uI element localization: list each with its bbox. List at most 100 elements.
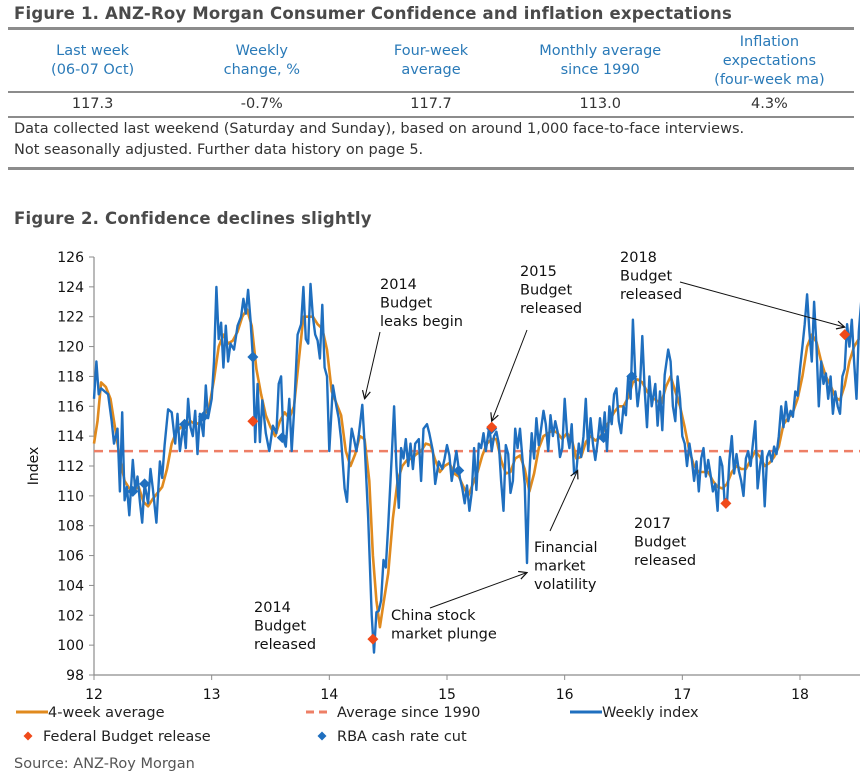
- y-tick-label: 98: [66, 668, 84, 684]
- annotation-text: China stock: [391, 608, 476, 624]
- x-tick-label: 18: [791, 687, 809, 703]
- annotation-text: released: [254, 637, 316, 653]
- annotation-china-stock-plunge: China stock market plunge: [391, 573, 527, 643]
- legend-item-four_week: 4-week average: [16, 705, 165, 721]
- x-tick-label: 14: [320, 687, 338, 703]
- rba-cash-rate-cut-marker: [139, 478, 151, 490]
- annotation-text: market: [534, 559, 586, 575]
- annotation-text: market plunge: [391, 627, 497, 643]
- legend-item-rba: RBA cash rate cut: [317, 729, 467, 745]
- rba-cash-rate-cut-marker: [247, 351, 259, 363]
- annotation-text: 2014: [254, 600, 291, 616]
- annotation-text: Budget: [620, 269, 672, 285]
- source-note: Source: ANZ-Roy Morgan: [14, 756, 195, 772]
- annotation-arrow: [549, 470, 578, 532]
- table-note: Data collected last weekend (Saturday an…: [14, 119, 854, 161]
- legend-item-average: Average since 1990: [306, 705, 480, 721]
- y-tick-label: 114: [57, 429, 84, 445]
- note-line-1: Data collected last weekend (Saturday an…: [14, 121, 745, 137]
- value-monthly-average: 113.0: [579, 96, 621, 112]
- annotation-text: released: [620, 287, 682, 303]
- table-header-rule: [8, 91, 854, 93]
- annotation-text: Budget: [380, 296, 432, 312]
- annotation-text: volatility: [534, 577, 597, 593]
- note-line-2: Not seasonally adjusted. Further data hi…: [14, 142, 424, 158]
- annotation-text: Budget: [634, 535, 686, 551]
- rba-cash-rate-cut-marker: [276, 432, 288, 444]
- x-tick-label: 13: [203, 687, 221, 703]
- legend-swatch: [23, 731, 33, 741]
- annotation-text: released: [520, 301, 582, 317]
- legend-label: RBA cash rate cut: [337, 729, 467, 745]
- y-tick-label: 124: [57, 280, 84, 296]
- figure1-title: Figure 1. ANZ-Roy Morgan Consumer Confid…: [14, 4, 732, 23]
- annotation-text: Budget: [254, 619, 306, 635]
- federal-budget-release-marker: [839, 329, 851, 341]
- table-top-rule: [8, 27, 854, 30]
- y-tick-label: 122: [57, 310, 84, 326]
- x-tick-label: 16: [556, 687, 574, 703]
- y-tick-label: 102: [57, 608, 84, 624]
- header-monthly-average: Monthly average since 1990: [539, 43, 662, 78]
- y-tick-label: 118: [57, 369, 84, 385]
- value-inflation-expectations: 4.3%: [750, 96, 788, 112]
- rba-cash-rate-cut-marker: [453, 464, 465, 476]
- y-tick-label: 104: [57, 578, 84, 594]
- y-tick-label: 116: [57, 399, 84, 415]
- annotation-arrow: [429, 573, 527, 609]
- header-last-week: Last week (06-07 Oct): [51, 43, 135, 78]
- annotation-arrow: [365, 331, 381, 399]
- legend-label: 4-week average: [48, 705, 165, 721]
- y-tick-label: 106: [57, 549, 84, 565]
- chart-legend: 4-week average Average since 1990 Weekly i…: [16, 705, 699, 745]
- value-last-week: 117.3: [71, 96, 114, 112]
- y-tick-label: 126: [57, 250, 84, 266]
- value-four-week-average: 117.7: [410, 96, 452, 112]
- rba-cash-rate-cut-marker: [626, 370, 638, 382]
- x-tick-label: 17: [673, 687, 691, 703]
- legend-label: Federal Budget release: [43, 729, 211, 745]
- annotation-text: 2018: [620, 250, 657, 266]
- legend-item-budget: Federal Budget release: [23, 729, 211, 745]
- y-tick-label: 120: [57, 340, 84, 356]
- y-tick-label: 100: [57, 638, 84, 654]
- rba-cash-rate-cut-marker: [179, 418, 191, 430]
- y-tick-label: 110: [57, 489, 84, 505]
- header-inflation-expectations: Inflation expectations (four-week ma): [714, 33, 825, 88]
- x-tick-label: 15: [438, 687, 456, 703]
- annotation-text: 2015: [520, 264, 557, 280]
- rba-cash-rate-cut-marker: [597, 432, 609, 444]
- annotation-text: Financial: [534, 540, 598, 556]
- legend-swatch: [317, 731, 327, 741]
- annotation-2017-budget-released: 2017 Budget released: [634, 516, 696, 569]
- annotation-text: released: [634, 553, 696, 569]
- legend-label: Weekly index: [602, 705, 699, 721]
- header-weekly-change: Weekly change, %: [223, 43, 300, 78]
- annotation-2014-budget-released: 2014 Budget released: [254, 600, 316, 653]
- federal-budget-release-marker: [720, 497, 732, 509]
- figure2-title: Figure 2. Confidence declines slightly: [14, 209, 372, 228]
- annotation-financial-market-volatility: Financial market volatility: [534, 470, 598, 593]
- table-bottom-rule: [8, 116, 854, 118]
- annotation-2015-budget-released: 2015 Budget released: [492, 264, 582, 421]
- annotation-text: leaks begin: [380, 314, 463, 330]
- rba-cash-rate-cut-marker: [127, 485, 139, 497]
- summary-table-header: Last week (06-07 Oct) Weekly change, % F…: [8, 32, 854, 90]
- summary-table-row: 117.3 -0.7% 117.7 113.0 4.3%: [8, 93, 854, 115]
- annotation-arrow: [492, 329, 528, 421]
- rba-cash-rate-cut-marker: [197, 411, 209, 423]
- weekly-index-line: [92, 282, 860, 654]
- legend-item-weekly: Weekly index: [570, 705, 699, 721]
- annotation-2018-budget-released: 2018 Budget released: [620, 250, 845, 327]
- federal-budget-release-marker: [367, 633, 379, 645]
- y-axis-label: Index: [26, 447, 42, 486]
- annotation-arrow: [679, 281, 845, 327]
- legend-label: Average since 1990: [337, 705, 480, 721]
- header-four-week-average: Four-week average: [393, 43, 469, 78]
- confidence-chart: 98 100 102 104 106 108 110 112 114 116 118 120 122 12…: [16, 250, 860, 745]
- federal-budget-release-marker: [247, 415, 259, 427]
- annotation-text: Budget: [520, 283, 572, 299]
- x-tick-label: 12: [85, 687, 103, 703]
- federal-budget-release-marker: [486, 421, 498, 433]
- annotation-text: 2014: [380, 277, 417, 293]
